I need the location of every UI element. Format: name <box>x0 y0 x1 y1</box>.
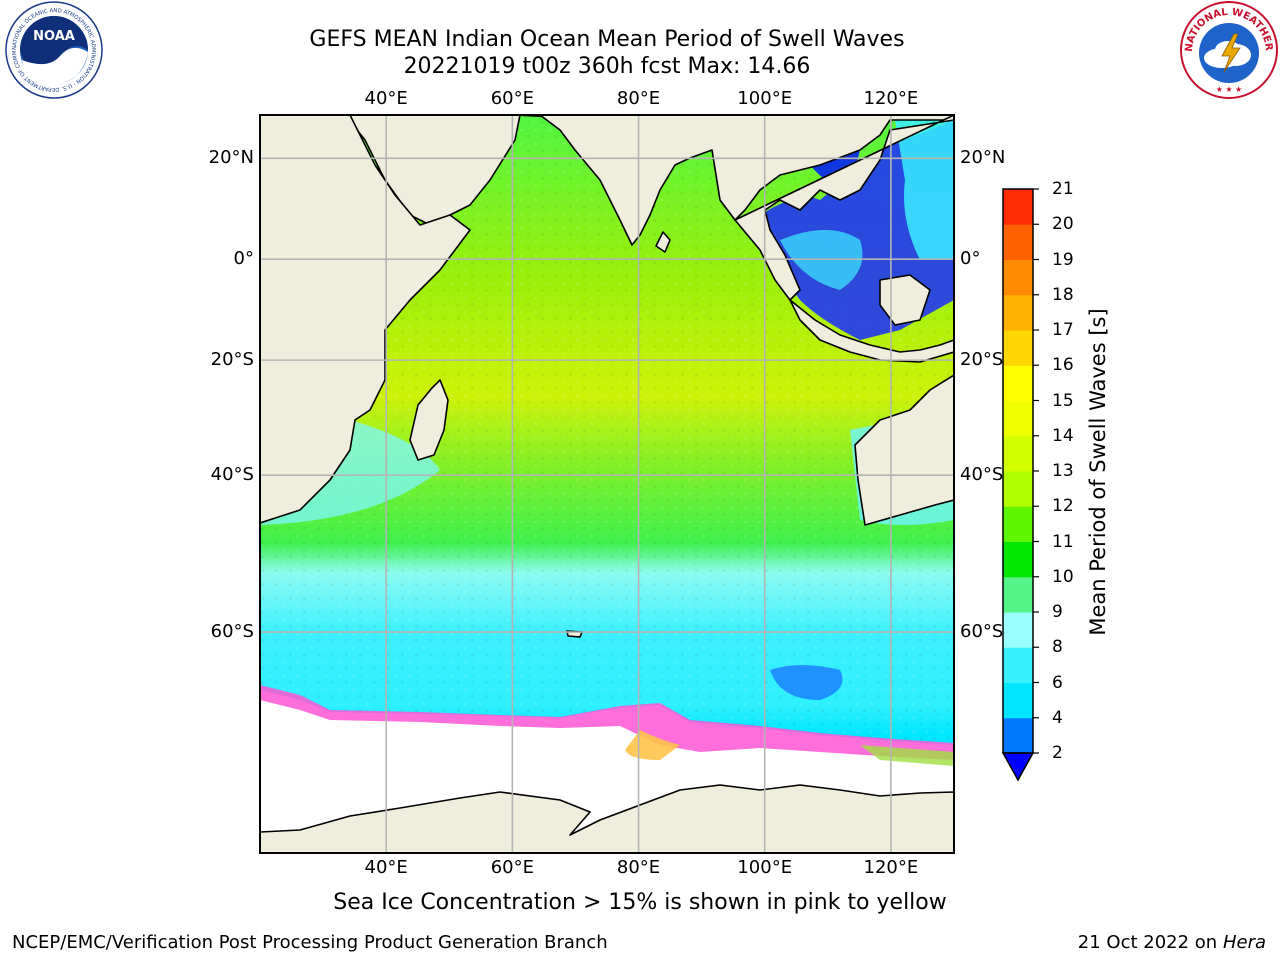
colorbar-tick-label: 16 <box>1052 355 1074 376</box>
colorbar-tick-label: 21 <box>1052 179 1074 199</box>
colorbar-swatch <box>1003 682 1033 719</box>
colorbar-tick-label: 4 <box>1052 707 1063 728</box>
colorbar-tick-label: 2 <box>1052 743 1063 763</box>
colorbar-label: Mean Period of Swell Waves [s] <box>1086 308 1110 636</box>
lat-tick-left: 60°S <box>210 621 254 643</box>
lon-tick-top: 100°E <box>737 88 793 109</box>
colorbar-swatch <box>1003 506 1033 542</box>
lon-tick-bottom: 120°E <box>863 857 919 878</box>
colorbar-swatch <box>1003 189 1033 225</box>
colorbar-swatch <box>1003 259 1033 296</box>
footer-credit: NCEP/EMC/Verification Post Processing Pr… <box>12 932 608 953</box>
map-frame <box>259 114 955 854</box>
colorbar-swatch <box>1003 717 1033 754</box>
lat-tick-left: 20°N <box>208 147 254 169</box>
lat-tick-right: 20°N <box>960 147 1006 169</box>
colorbar-tick-label: 19 <box>1052 249 1074 270</box>
svg-text:★ ★ ★: ★ ★ ★ <box>1216 85 1243 94</box>
colorbar-tick-label: 18 <box>1052 284 1074 305</box>
graticule <box>260 115 954 853</box>
lon-tick-bottom: 100°E <box>737 857 793 878</box>
colorbar-tick-label: 13 <box>1052 461 1074 481</box>
colorbar-swatch <box>1003 541 1033 578</box>
land-masses <box>260 115 954 853</box>
lon-tick-top: 80°E <box>616 88 661 109</box>
footer-date: 21 Oct 2022 on Hera <box>1078 932 1266 953</box>
lat-tick-left: 40°S <box>210 464 254 486</box>
lat-tick-left: 20°S <box>210 349 254 371</box>
colorbar-tick-label: 6 <box>1052 672 1063 693</box>
lon-tick-top: 40°E <box>364 88 408 109</box>
colorbar-tick-label: 17 <box>1052 320 1074 340</box>
colorbar-under-triangle <box>1001 752 1035 782</box>
colorbar-tick-label: 8 <box>1052 637 1063 658</box>
colorbar <box>1001 188 1039 782</box>
colorbar-swatch <box>1003 330 1033 366</box>
colorbar-tick-label: 14 <box>1052 425 1074 446</box>
lon-tick-bottom: 60°E <box>490 857 534 878</box>
colorbar-swatch <box>1003 435 1033 472</box>
colorbar-swatch <box>1003 400 1033 437</box>
lon-tick-bottom: 80°E <box>616 857 661 878</box>
footer-date-text: 21 Oct 2022 on <box>1077 932 1223 953</box>
sea-ice-caption: Sea Ice Concentration > 15% is shown in … <box>333 890 947 915</box>
colorbar-swatch <box>1003 294 1033 331</box>
colorbar-tick-label: 9 <box>1052 602 1063 622</box>
colorbar-swatch <box>1003 365 1033 401</box>
colorbar-swatch <box>1003 647 1033 683</box>
colorbar-swatch <box>1003 471 1033 507</box>
sea-ice-edge <box>260 685 954 760</box>
footer-host: Hera <box>1222 932 1266 953</box>
nws-logo: NATIONAL WEATHER SERVICE ★ ★ ★ <box>1178 0 1278 99</box>
lat-tick-right: 20°S <box>960 349 1004 371</box>
colorbar-tick-label: 12 <box>1052 496 1074 517</box>
colorbar-tick-label: 11 <box>1052 531 1074 552</box>
lon-tick-top: 60°E <box>490 88 534 109</box>
lat-tick-right: 40°S <box>960 464 1004 486</box>
lat-tick-left: 0° <box>233 248 254 270</box>
noaa-wordmark: NOAA <box>33 29 75 44</box>
lat-tick-right: 60°S <box>960 621 1004 643</box>
colorbar-tick-label: 20 <box>1052 214 1074 235</box>
colorbar-swatch <box>1003 224 1033 260</box>
map-field <box>260 115 954 853</box>
colorbar-swatch <box>1003 612 1033 648</box>
lon-tick-bottom: 40°E <box>364 857 408 878</box>
chart-title: GEFS MEAN Indian Ocean Mean Period of Sw… <box>309 27 905 52</box>
lat-tick-right: 0° <box>960 248 981 270</box>
colorbar-tick-label: 10 <box>1052 566 1074 587</box>
colorbar-swatch <box>1003 576 1033 613</box>
chart-subtitle: 20221019 t00z 360h fcst Max: 14.66 <box>403 54 811 79</box>
lon-tick-top: 120°E <box>863 88 919 109</box>
noaa-logo: NATIONAL OCEANIC AND ATMOSPHERIC ADMINIS… <box>2 0 103 99</box>
colorbar-tick-label: 15 <box>1052 390 1074 411</box>
